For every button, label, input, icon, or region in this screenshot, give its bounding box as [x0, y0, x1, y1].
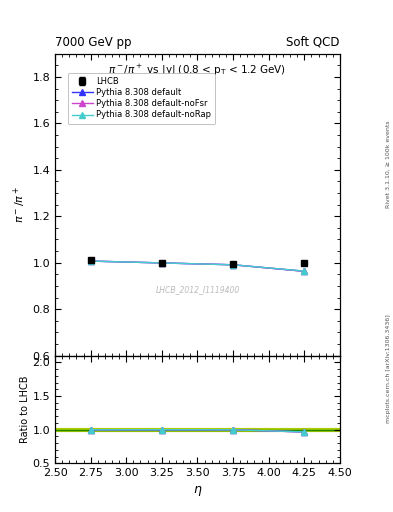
Pythia 8.308 default [88, 258, 93, 264]
Pythia 8.308 default [160, 260, 164, 266]
Pythia 8.308 default-noRap [231, 262, 235, 268]
Pythia 8.308 default-noFsr [88, 258, 93, 264]
Text: 7000 GeV pp: 7000 GeV pp [55, 36, 132, 49]
Line: Pythia 8.308 default: Pythia 8.308 default [88, 258, 307, 274]
Text: Soft QCD: Soft QCD [286, 36, 340, 49]
Text: LHCB_2012_I1119400: LHCB_2012_I1119400 [155, 285, 240, 294]
Pythia 8.308 default-noFsr [302, 268, 307, 274]
Legend: LHCB, Pythia 8.308 default, Pythia 8.308 default-noFsr, Pythia 8.308 default-noR: LHCB, Pythia 8.308 default, Pythia 8.308… [68, 73, 215, 123]
Line: Pythia 8.308 default-noFsr: Pythia 8.308 default-noFsr [88, 258, 307, 274]
X-axis label: $\eta$: $\eta$ [193, 484, 202, 498]
Y-axis label: $\pi^-/\pi^+$: $\pi^-/\pi^+$ [12, 186, 28, 223]
Pythia 8.308 default-noRap [302, 268, 307, 274]
Pythia 8.308 default [231, 262, 235, 268]
Pythia 8.308 default [302, 268, 307, 274]
Line: Pythia 8.308 default-noRap: Pythia 8.308 default-noRap [88, 258, 307, 274]
Pythia 8.308 default-noRap [88, 258, 93, 264]
Pythia 8.308 default-noFsr [160, 260, 164, 266]
Pythia 8.308 default-noFsr [231, 262, 235, 268]
Pythia 8.308 default-noRap [160, 260, 164, 266]
Text: mcplots.cern.ch [arXiv:1306.3436]: mcplots.cern.ch [arXiv:1306.3436] [386, 314, 391, 423]
Text: Rivet 3.1.10, ≥ 100k events: Rivet 3.1.10, ≥ 100k events [386, 120, 391, 208]
Text: $\pi^-/\pi^+$ vs |y| (0.8 < p$_\mathrm{T}$ < 1.2 GeV): $\pi^-/\pi^+$ vs |y| (0.8 < p$_\mathrm{T… [108, 63, 286, 78]
Y-axis label: Ratio to LHCB: Ratio to LHCB [20, 376, 29, 443]
